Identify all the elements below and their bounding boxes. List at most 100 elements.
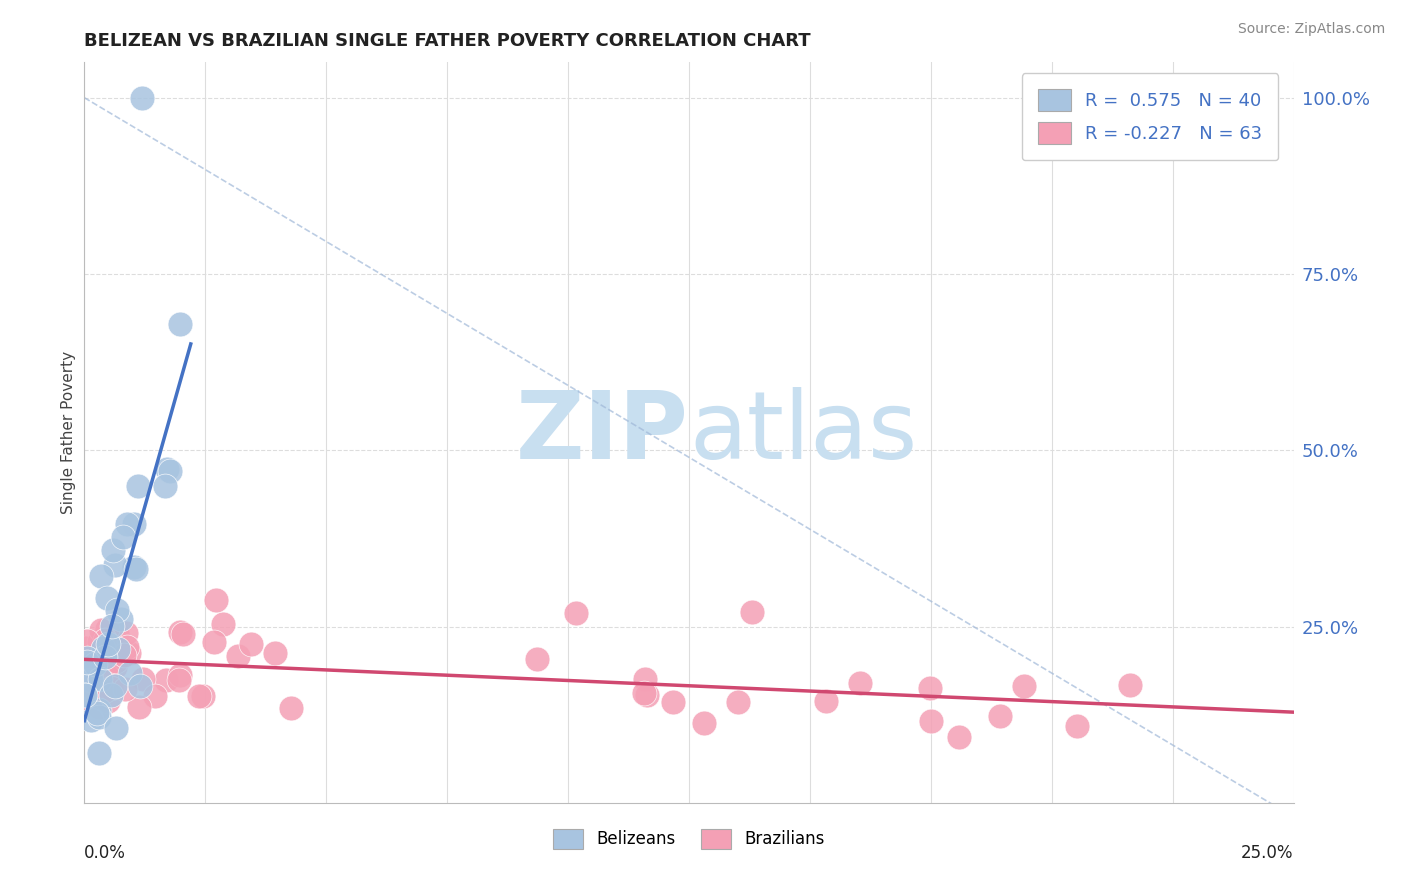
Point (1066, 718, 1088, 732)
Point (239, 637, 262, 651)
Point (202, 635, 225, 649)
Point (79, 713, 101, 727)
Point (83, 684, 105, 698)
Point (193, 690, 215, 704)
Point (263, 646, 285, 660)
Point (118, 646, 141, 660)
Point (90, 634, 112, 648)
Point (96, 668, 118, 682)
Point (112, 530, 135, 544)
Point (89, 699, 111, 714)
Text: BELIZEAN VS BRAZILIAN SINGLE FATHER POVERTY CORRELATION CHART: BELIZEAN VS BRAZILIAN SINGLE FATHER POVE… (84, 32, 811, 50)
Point (93, 644, 115, 658)
Point (94, 632, 117, 647)
Point (89, 746, 111, 760)
Point (79, 673, 101, 687)
Point (920, 714, 942, 729)
Point (156, 461, 179, 475)
Point (86, 643, 108, 657)
Point (115, 516, 138, 531)
Point (76, 651, 98, 665)
Point (565, 607, 588, 621)
Point (80, 654, 103, 668)
Point (79, 673, 101, 687)
Point (96, 622, 118, 636)
Point (122, 516, 145, 531)
Point (93, 683, 115, 698)
Point (100, 619, 122, 633)
Point (633, 686, 655, 700)
Point (662, 695, 685, 709)
Point (169, 624, 191, 639)
Point (741, 606, 763, 620)
Point (84, 657, 107, 672)
Point (131, 91, 153, 105)
Point (75, 688, 97, 702)
Point (280, 700, 302, 714)
Point (101, 543, 124, 558)
Text: atlas: atlas (689, 386, 917, 479)
Point (76, 654, 98, 668)
Point (75, 688, 97, 702)
Point (105, 721, 128, 735)
Point (97, 637, 120, 651)
Point (115, 626, 138, 640)
Point (115, 640, 138, 654)
Point (169, 667, 191, 681)
Point (228, 648, 250, 663)
Point (128, 699, 150, 714)
Point (1119, 677, 1142, 691)
Point (693, 716, 716, 731)
Point (155, 673, 177, 687)
Point (143, 689, 166, 703)
Point (105, 626, 128, 640)
Point (87, 635, 110, 649)
Point (73, 640, 96, 655)
Point (80, 665, 103, 679)
Point (129, 679, 152, 693)
Point (90, 569, 112, 583)
Point (125, 562, 148, 576)
Point (100, 688, 122, 702)
Point (104, 659, 127, 673)
Point (122, 559, 145, 574)
Text: 25.0%: 25.0% (1241, 844, 1294, 862)
Point (114, 682, 136, 697)
Point (110, 612, 132, 626)
Point (159, 464, 181, 478)
Point (187, 689, 209, 703)
Point (211, 617, 233, 632)
Text: ZIP: ZIP (516, 386, 689, 479)
Point (77, 693, 100, 707)
Point (104, 558, 127, 573)
Point (815, 693, 838, 707)
Point (204, 593, 226, 607)
Point (127, 479, 149, 493)
Point (172, 626, 194, 640)
Point (112, 648, 135, 663)
Point (104, 680, 127, 694)
Point (76, 656, 98, 670)
Point (634, 672, 657, 686)
Point (100, 681, 122, 695)
Point (89, 672, 111, 686)
Point (918, 681, 941, 695)
Point (93, 650, 115, 665)
Point (131, 672, 153, 686)
Point (89, 640, 111, 655)
Point (1012, 679, 1035, 693)
Text: Source: ZipAtlas.com: Source: ZipAtlas.com (1237, 22, 1385, 37)
Point (169, 317, 191, 331)
Point (105, 603, 128, 617)
Point (76, 633, 98, 648)
Point (86, 706, 108, 721)
Point (727, 695, 749, 709)
Point (89, 710, 111, 724)
Point (155, 479, 177, 493)
Point (118, 665, 141, 680)
Point (90, 624, 112, 638)
Point (91, 641, 114, 656)
Point (948, 730, 970, 744)
Point (849, 676, 872, 690)
Point (988, 709, 1011, 723)
